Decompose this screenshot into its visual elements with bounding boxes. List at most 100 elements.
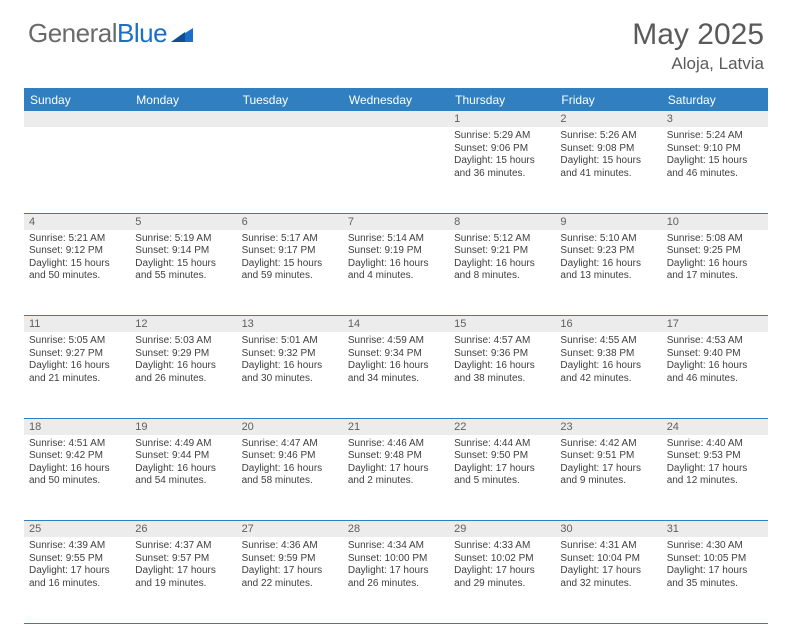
day-cell: Sunrise: 4:39 AMSunset: 9:55 PMDaylight:… xyxy=(24,537,130,623)
day-number: 26 xyxy=(130,521,236,538)
day-line: Daylight: 16 hours xyxy=(135,360,231,373)
page-header: GeneralBlue May 2025 Aloja, Latvia xyxy=(0,0,792,80)
day-number: 27 xyxy=(237,521,343,538)
day-number: 16 xyxy=(555,316,661,333)
day-cell-body: Sunrise: 4:59 AMSunset: 9:34 PMDaylight:… xyxy=(343,332,449,389)
title-month: May 2025 xyxy=(632,18,764,52)
day-cell-body: Sunrise: 4:39 AMSunset: 9:55 PMDaylight:… xyxy=(24,537,130,594)
day-line: Sunrise: 5:05 AM xyxy=(29,335,125,348)
daynum-row: 123 xyxy=(24,111,768,127)
day-cell-body xyxy=(24,127,130,134)
day-line: Daylight: 16 hours xyxy=(667,258,763,271)
day-cell-body: Sunrise: 5:03 AMSunset: 9:29 PMDaylight:… xyxy=(130,332,236,389)
day-cell: Sunrise: 4:51 AMSunset: 9:42 PMDaylight:… xyxy=(24,435,130,521)
day-number: 15 xyxy=(449,316,555,333)
day-line: and 2 minutes. xyxy=(348,475,444,488)
day-cell-body: Sunrise: 5:05 AMSunset: 9:27 PMDaylight:… xyxy=(24,332,130,389)
day-line: Sunrise: 4:33 AM xyxy=(454,540,550,553)
day-cell: Sunrise: 5:05 AMSunset: 9:27 PMDaylight:… xyxy=(24,332,130,418)
day-line: and 29 minutes. xyxy=(454,578,550,591)
weekday-header: Tuesday xyxy=(237,89,343,112)
day-number: 18 xyxy=(24,418,130,435)
day-cell-body: Sunrise: 5:21 AMSunset: 9:12 PMDaylight:… xyxy=(24,230,130,287)
day-line: Sunset: 9:50 PM xyxy=(454,450,550,463)
day-line: Daylight: 16 hours xyxy=(454,360,550,373)
day-line: and 35 minutes. xyxy=(667,578,763,591)
day-line: Sunrise: 5:12 AM xyxy=(454,233,550,246)
day-number: 20 xyxy=(237,418,343,435)
day-number: 5 xyxy=(130,213,236,230)
day-line: Sunset: 9:38 PM xyxy=(560,348,656,361)
day-line: Sunset: 9:57 PM xyxy=(135,553,231,566)
day-cell: Sunrise: 5:26 AMSunset: 9:08 PMDaylight:… xyxy=(555,127,661,213)
day-line: Daylight: 16 hours xyxy=(560,360,656,373)
title-block: May 2025 Aloja, Latvia xyxy=(632,18,764,74)
day-line: and 30 minutes. xyxy=(242,373,338,386)
day-line: Daylight: 16 hours xyxy=(29,463,125,476)
day-number: 24 xyxy=(662,418,768,435)
day-line: Sunset: 9:14 PM xyxy=(135,245,231,258)
day-line: Sunset: 9:12 PM xyxy=(29,245,125,258)
day-number: 9 xyxy=(555,213,661,230)
day-line: Daylight: 16 hours xyxy=(135,463,231,476)
day-cell: Sunrise: 4:55 AMSunset: 9:38 PMDaylight:… xyxy=(555,332,661,418)
logo: GeneralBlue xyxy=(28,18,197,49)
week-row: Sunrise: 5:05 AMSunset: 9:27 PM Daylight:… xyxy=(24,332,768,418)
weekday-header: Saturday xyxy=(662,89,768,112)
day-line: Sunset: 9:59 PM xyxy=(242,553,338,566)
day-cell-body: Sunrise: 4:33 AMSunset: 10:02 PMDaylight… xyxy=(449,537,555,594)
day-line: and 26 minutes. xyxy=(348,578,444,591)
day-cell xyxy=(343,127,449,213)
day-line: Sunset: 9:21 PM xyxy=(454,245,550,258)
day-line: Sunrise: 4:37 AM xyxy=(135,540,231,553)
day-line: Sunrise: 5:19 AM xyxy=(135,233,231,246)
day-line: Sunset: 9:46 PM xyxy=(242,450,338,463)
day-line: and 21 minutes. xyxy=(29,373,125,386)
day-line: Daylight: 15 hours xyxy=(135,258,231,271)
day-cell: Sunrise: 5:21 AMSunset: 9:12 PMDaylight:… xyxy=(24,230,130,316)
day-cell-body: Sunrise: 5:01 AMSunset: 9:32 PMDaylight:… xyxy=(237,332,343,389)
day-cell-body: Sunrise: 5:14 AMSunset: 9:19 PMDaylight:… xyxy=(343,230,449,287)
day-number: 6 xyxy=(237,213,343,230)
day-line: and 42 minutes. xyxy=(560,373,656,386)
day-line: Daylight: 16 hours xyxy=(348,360,444,373)
day-line: and 55 minutes. xyxy=(135,270,231,283)
day-cell: Sunrise: 5:03 AMSunset: 9:29 PMDaylight:… xyxy=(130,332,236,418)
day-cell: Sunrise: 4:59 AMSunset: 9:34 PMDaylight:… xyxy=(343,332,449,418)
day-line: Sunset: 9:19 PM xyxy=(348,245,444,258)
day-cell-body xyxy=(237,127,343,134)
day-line: Daylight: 16 hours xyxy=(242,463,338,476)
day-line: Sunrise: 4:30 AM xyxy=(667,540,763,553)
day-number: 25 xyxy=(24,521,130,538)
day-line: and 58 minutes. xyxy=(242,475,338,488)
day-line: Daylight: 16 hours xyxy=(560,258,656,271)
day-cell-body: Sunrise: 5:29 AMSunset: 9:06 PMDaylight:… xyxy=(449,127,555,184)
day-line: Daylight: 17 hours xyxy=(348,463,444,476)
day-line: Sunset: 10:00 PM xyxy=(348,553,444,566)
day-number: 29 xyxy=(449,521,555,538)
day-line: Sunrise: 5:14 AM xyxy=(348,233,444,246)
day-line: Sunset: 9:55 PM xyxy=(29,553,125,566)
day-number: 22 xyxy=(449,418,555,435)
day-line: Sunset: 9:40 PM xyxy=(667,348,763,361)
day-cell: Sunrise: 5:12 AMSunset: 9:21 PMDaylight:… xyxy=(449,230,555,316)
week-row: Sunrise: 4:39 AMSunset: 9:55 PMDaylight:… xyxy=(24,537,768,623)
day-line: and 59 minutes. xyxy=(242,270,338,283)
day-line: Sunrise: 5:08 AM xyxy=(667,233,763,246)
day-cell: Sunrise: 4:31 AMSunset: 10:04 PMDaylight… xyxy=(555,537,661,623)
day-cell-body: Sunrise: 4:36 AMSunset: 9:59 PMDaylight:… xyxy=(237,537,343,594)
day-line: Daylight: 17 hours xyxy=(560,565,656,578)
day-line: Daylight: 15 hours xyxy=(667,155,763,168)
day-cell: Sunrise: 4:57 AMSunset: 9:36 PMDaylight:… xyxy=(449,332,555,418)
day-cell-body: Sunrise: 4:53 AMSunset: 9:40 PMDaylight:… xyxy=(662,332,768,389)
day-cell: Sunrise: 5:17 AMSunset: 9:17 PMDaylight:… xyxy=(237,230,343,316)
day-line: and 32 minutes. xyxy=(560,578,656,591)
day-line: Sunset: 9:27 PM xyxy=(29,348,125,361)
day-line: Sunset: 9:42 PM xyxy=(29,450,125,463)
day-cell-body: Sunrise: 4:31 AMSunset: 10:04 PMDaylight… xyxy=(555,537,661,594)
day-line: Daylight: 17 hours xyxy=(29,565,125,578)
day-line: Sunset: 9:44 PM xyxy=(135,450,231,463)
week-row: Sunrise: 5:21 AMSunset: 9:12 PMDaylight:… xyxy=(24,230,768,316)
day-line: and 5 minutes. xyxy=(454,475,550,488)
day-line: Sunrise: 4:53 AM xyxy=(667,335,763,348)
